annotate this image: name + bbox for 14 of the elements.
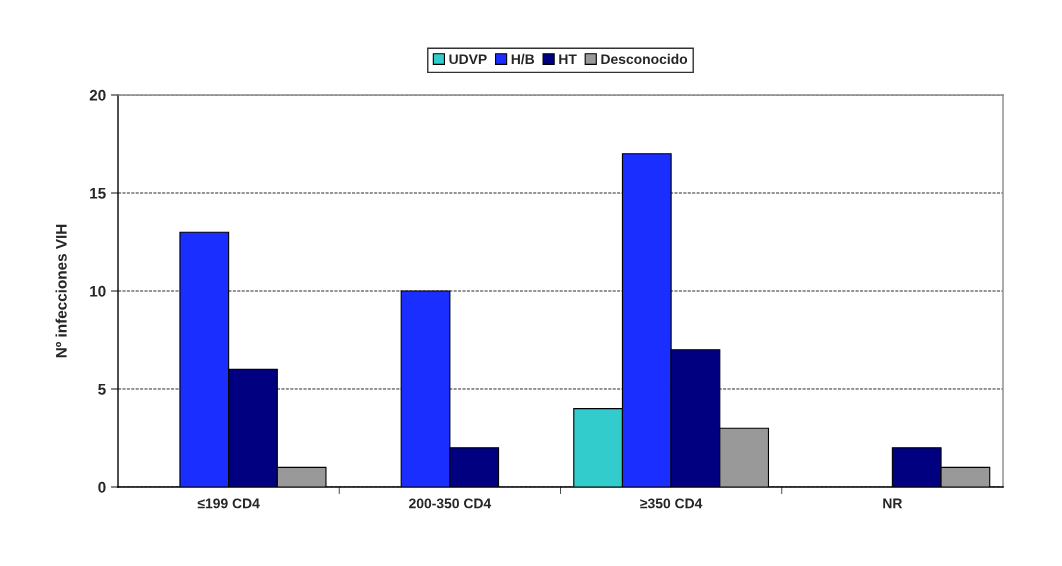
x-tick-label: ≥350 CD4	[640, 498, 703, 509]
y-tick-label: 5	[98, 384, 106, 395]
legend-label: UDVP	[449, 54, 487, 65]
legend-label: Desconocido	[601, 53, 688, 65]
legend-label: H/B	[511, 53, 535, 65]
y-tick-label: 20	[89, 89, 106, 101]
x-tick-label: NR	[883, 498, 903, 509]
y-tick-label: 0	[98, 481, 106, 493]
y-axis-title: Nº infecciones VIH	[55, 224, 67, 358]
y-tick-label: 10	[90, 285, 106, 297]
legend-label: HT	[559, 54, 577, 64]
y-tick-label: 15	[90, 188, 106, 199]
x-tick-label: ≤199 CD4	[197, 498, 260, 509]
x-tick-label: 200-350 CD4	[409, 498, 492, 509]
